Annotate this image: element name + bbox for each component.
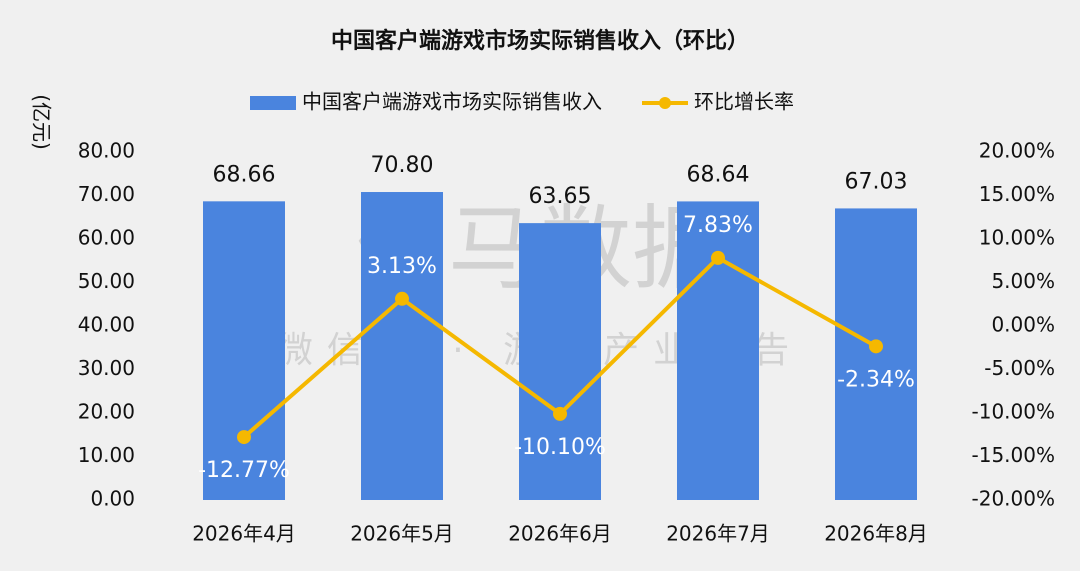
bar	[835, 208, 917, 500]
y-tick-label: 50.00	[78, 269, 135, 293]
chart-title: 中国客户端游戏市场实际销售收入（环比）	[331, 28, 749, 54]
y2-tick-label: -15.00%	[972, 443, 1055, 467]
legend-label: 环比增长率	[694, 90, 794, 114]
y-tick-label: 10.00	[78, 443, 135, 467]
data-label: 70.80	[371, 153, 434, 178]
y2-tick-label: -5.00%	[984, 356, 1055, 380]
y-axis-label: (亿元)	[30, 94, 54, 150]
bar	[677, 201, 759, 500]
data-label: -10.10%	[514, 435, 606, 460]
x-tick-label: 2026年5月	[350, 522, 454, 546]
line-point	[869, 339, 883, 354]
legend-swatch	[250, 96, 296, 110]
x-tick-label: 2026年6月	[508, 522, 612, 546]
y-tick-label: 0.00	[90, 487, 135, 511]
y2-tick-label: 10.00%	[979, 226, 1055, 250]
data-label: 67.03	[845, 169, 908, 194]
y-tick-label: 70.00	[78, 182, 135, 206]
y2-tick-label: 5.00%	[991, 269, 1055, 293]
x-tick-label: 2026年4月	[192, 522, 296, 546]
y-tick-label: 30.00	[78, 356, 135, 380]
y-tick-label: 60.00	[78, 226, 135, 250]
x-tick-label: 2026年8月	[824, 522, 928, 546]
data-label: -2.34%	[837, 367, 915, 392]
data-label: 3.13%	[367, 254, 437, 279]
data-label: 68.64	[687, 162, 750, 187]
bar	[203, 201, 285, 501]
y2-tick-label: 0.00%	[991, 313, 1055, 337]
y2-tick-label: -20.00%	[972, 487, 1055, 511]
line-point	[237, 430, 251, 445]
line-point	[711, 250, 725, 265]
data-label: 63.65	[529, 184, 592, 209]
bar	[361, 192, 443, 500]
y-tick-label: 20.00	[78, 400, 135, 424]
legend-label: 中国客户端游戏市场实际销售收入	[302, 90, 602, 114]
line-point	[395, 291, 409, 306]
y2-tick-label: 15.00%	[979, 182, 1055, 206]
y2-tick-label: -10.00%	[972, 400, 1055, 424]
bar	[519, 223, 601, 500]
data-label: 7.83%	[683, 213, 753, 238]
y2-tick-label: 20.00%	[979, 139, 1055, 163]
data-label: -12.77%	[198, 458, 290, 483]
x-tick-label: 2026年7月	[666, 522, 770, 546]
y-tick-label: 40.00	[78, 313, 135, 337]
line-point	[553, 406, 567, 421]
legend-swatch	[659, 97, 671, 109]
y-tick-label: 80.00	[78, 139, 135, 163]
data-label: 68.66	[213, 162, 276, 187]
